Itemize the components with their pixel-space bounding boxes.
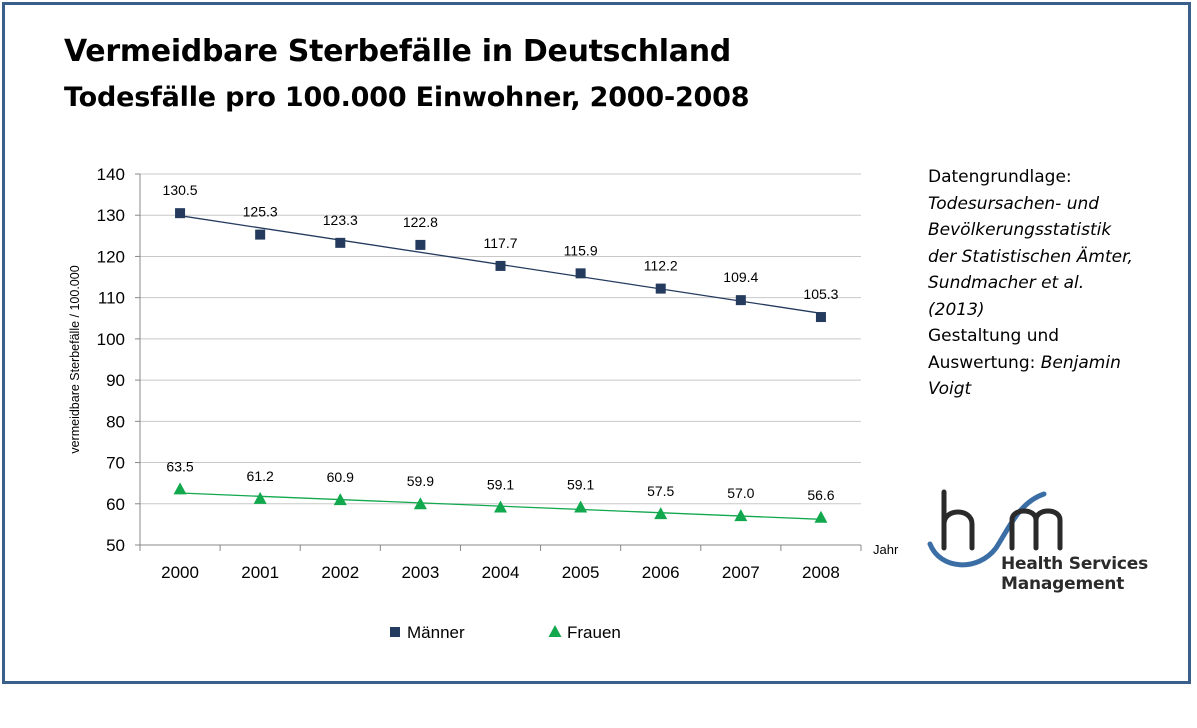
slide-frame xyxy=(2,2,1191,684)
men-data-label: 115.9 xyxy=(564,242,598,258)
legend-men-marker xyxy=(390,627,400,637)
x-tick-label: 2004 xyxy=(482,563,520,582)
men-data-label: 105.3 xyxy=(803,286,838,302)
women-marker xyxy=(253,491,267,504)
x-tick-label: 2000 xyxy=(161,563,199,582)
men-data-label: 109.4 xyxy=(723,269,758,285)
x-tick-label: 2001 xyxy=(241,563,279,582)
women-data-label: 59.9 xyxy=(407,473,434,489)
hsm-logo-mark xyxy=(927,489,1063,568)
source-line: Todesursachen- und xyxy=(928,193,1100,214)
chart-subtitle: Todesfälle pro 100.000 Einwohner, 2000-2… xyxy=(64,82,750,113)
y-tick-label: 110 xyxy=(98,289,125,308)
women-data-label: 60.9 xyxy=(327,469,354,485)
women-data-label: 56.6 xyxy=(807,487,834,503)
x-tick-label: 2006 xyxy=(642,563,680,582)
y-axis-label: vermeidbare Sterbefälle / 100.000 xyxy=(68,265,82,453)
men-data-label: 130.5 xyxy=(163,182,198,198)
y-tick-label: 120 xyxy=(97,247,125,266)
men-data-label: 112.2 xyxy=(644,258,678,274)
women-data-label: 57.5 xyxy=(647,483,674,499)
men-marker xyxy=(495,260,506,271)
source-line: Auswertung: Benjamin xyxy=(928,350,1168,377)
men-data-label: 122.8 xyxy=(403,214,438,230)
source-line: Bevölkerungsstatistik xyxy=(928,220,1112,240)
women-marker xyxy=(734,509,748,522)
men-marker xyxy=(335,237,346,248)
women-data-label: 57.0 xyxy=(727,485,754,501)
men-marker xyxy=(175,208,186,219)
logo-line: Health Services xyxy=(1001,554,1148,574)
legend-women-marker xyxy=(548,625,562,637)
men-marker xyxy=(255,229,266,240)
men-marker xyxy=(655,283,666,294)
men-data-label: 117.7 xyxy=(484,235,518,251)
source-line: Sundmacher et al. xyxy=(928,273,1085,293)
men-data-label: 123.3 xyxy=(323,212,358,228)
y-tick-label: 140 xyxy=(97,165,125,184)
x-axis-label: Jahr xyxy=(873,542,899,557)
women-data-label: 61.2 xyxy=(247,468,274,484)
chart-title: Vermeidbare Sterbefälle in Deutschland xyxy=(64,34,731,69)
women-marker xyxy=(574,500,588,513)
hsm-logo: Health Services Management xyxy=(926,486,1166,598)
women-data-label: 59.1 xyxy=(487,476,514,492)
x-tick-label: 2007 xyxy=(722,563,760,582)
men-marker xyxy=(575,268,586,279)
y-tick-label: 130 xyxy=(97,206,125,225)
y-tick-label: 50 xyxy=(106,536,125,555)
x-tick-label: 2003 xyxy=(401,563,439,582)
women-marker xyxy=(413,497,427,510)
source-text: Auswertung: xyxy=(928,352,1041,373)
women-marker xyxy=(333,493,347,506)
source-line: Gestaltung und xyxy=(928,326,1060,346)
source-line: der Statistischen Ämter, xyxy=(928,246,1133,267)
source-line: Voigt xyxy=(928,379,972,399)
y-tick-label: 60 xyxy=(106,495,125,514)
x-tick-label: 2008 xyxy=(802,563,840,582)
y-tick-label: 100 xyxy=(97,330,125,349)
y-tick-label: 80 xyxy=(106,412,125,431)
men-data-label: 125.3 xyxy=(243,204,278,220)
legend-women-label: Frauen xyxy=(567,623,621,642)
women-data-label: 63.5 xyxy=(166,458,193,474)
women-marker xyxy=(173,482,187,495)
women-marker xyxy=(494,500,507,513)
women-marker xyxy=(654,507,668,520)
men-marker xyxy=(415,239,426,250)
source-line: Datengrundlage: xyxy=(928,167,1072,187)
logo-line: Management xyxy=(1001,574,1125,594)
data-source-note: Datengrundlage: Todesursachen- und Bevöl… xyxy=(928,164,1168,403)
legend-men-label: Männer xyxy=(407,623,465,642)
y-tick-label: 70 xyxy=(106,454,125,473)
men-marker xyxy=(815,312,826,323)
women-marker xyxy=(814,510,828,523)
source-line: (2013) xyxy=(928,299,985,320)
x-tick-label: 2002 xyxy=(321,563,359,582)
x-tick-label: 2005 xyxy=(562,563,600,582)
men-marker xyxy=(735,295,746,306)
author-name: Benjamin xyxy=(1040,352,1121,373)
y-tick-label: 90 xyxy=(106,371,125,390)
women-data-label: 59.1 xyxy=(567,476,594,492)
